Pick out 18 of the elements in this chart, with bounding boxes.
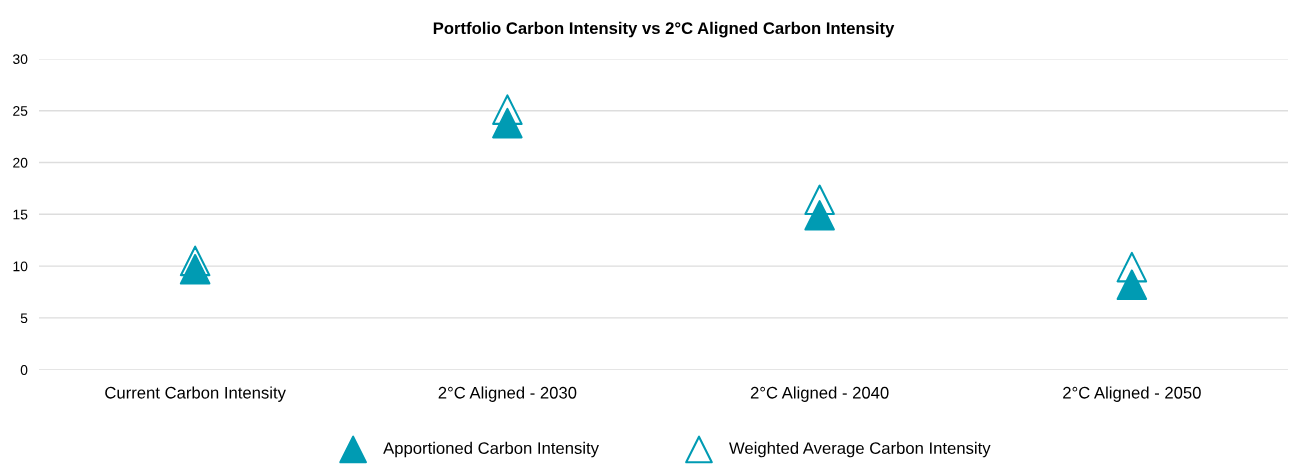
point [492, 107, 523, 139]
y-tick-label: 0 [20, 365, 28, 375]
y-tick-label: 10 [13, 261, 28, 272]
y-tick-label: 30 [13, 54, 28, 65]
y-tick-label: 20 [13, 157, 28, 168]
legend-label: Weighted Average Carbon Intensity [729, 441, 991, 458]
x-tick-label: Current Carbon Intensity [105, 386, 286, 402]
x-tick-label: 2°C Aligned - 2030 [438, 386, 577, 402]
y-tick-label: 15 [13, 209, 28, 220]
point [179, 253, 211, 285]
legend-label: Apportioned Carbon Intensity [383, 441, 599, 458]
y-tick-label: 5 [20, 313, 28, 324]
point [804, 200, 835, 231]
chart-title: Portfolio Carbon Intensity vs 2°C Aligned Carbon Intensity [433, 21, 895, 38]
y-tick-label: 25 [13, 106, 28, 116]
x-tick-label: 2°C Aligned - 2040 [750, 386, 889, 402]
point [1116, 269, 1148, 301]
x-tick-label: 2°C Aligned - 2050 [1063, 386, 1201, 402]
